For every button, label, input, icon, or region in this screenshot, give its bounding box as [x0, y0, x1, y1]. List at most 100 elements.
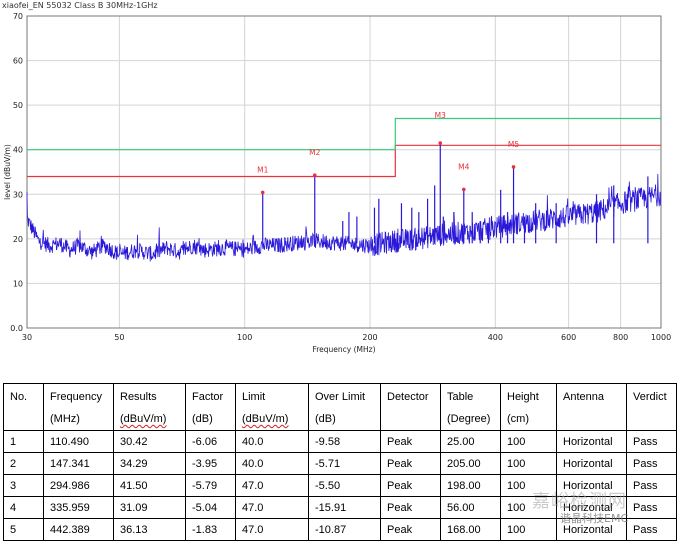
- unit-text: (dB): [192, 413, 213, 425]
- x-tick-label: 600: [561, 333, 576, 342]
- column-header-unit: [3, 408, 44, 431]
- x-tick-label: 30: [22, 333, 32, 342]
- marker-label: M5: [508, 140, 519, 149]
- chart-title: xiaofei_EN 55032 Class B 30MHz-1GHz: [2, 1, 158, 10]
- marker-point: [312, 173, 317, 177]
- table-cell: 36.13: [113, 518, 186, 541]
- table-header-units-row: (MHz) (dBuV/m) (dB) (dBuV/m) (dB) (Degree) (cm…: [3, 408, 677, 431]
- table-row: 4 335.959 31.09 -5.04 47.0 -15.91 Peak 56.00 100…: [3, 496, 677, 519]
- column-header: Table: [440, 383, 501, 408]
- x-tick-label: 800: [613, 333, 628, 342]
- table-cell: 110.490: [43, 430, 114, 453]
- table-cell: 34.29: [113, 452, 186, 475]
- table-cell: Peak: [380, 496, 441, 519]
- limit-line-qp: [27, 144, 661, 178]
- x-tick-label: 50: [114, 333, 124, 342]
- y-tick-label: 50: [13, 101, 23, 110]
- column-header-unit: (dB): [185, 408, 236, 431]
- table-cell: 4: [3, 496, 44, 519]
- limit-line-avg: [27, 117, 661, 151]
- table-cell: Pass: [626, 452, 677, 475]
- table-cell: -5.04: [185, 496, 236, 519]
- table-cell: 100: [500, 452, 557, 475]
- table-cell: 25.00: [440, 430, 501, 453]
- table-cell: 205.00: [440, 452, 501, 475]
- marker-point: [260, 190, 265, 195]
- unit-text: (dBuV/m): [242, 413, 289, 425]
- table-row: 2 147.341 34.29 -3.95 40.0 -5.71 Peak 205.00 100…: [3, 452, 677, 475]
- unit-text: (cm): [507, 413, 529, 425]
- table-cell: 100: [500, 496, 557, 519]
- y-axis-label: level (dBuV/m): [3, 144, 12, 200]
- table-cell: -5.79: [185, 474, 236, 497]
- column-header-unit: (dBuV/m): [235, 408, 309, 431]
- column-header: Results: [113, 383, 186, 408]
- table-cell: Pass: [626, 496, 677, 519]
- x-tick-label: 100: [237, 333, 252, 342]
- column-header-unit: [380, 408, 441, 431]
- table-cell: 100: [500, 474, 557, 497]
- table-cell: -5.71: [308, 452, 381, 475]
- table-cell: Peak: [380, 452, 441, 475]
- table-cell: 442.389: [43, 518, 114, 541]
- x-axis-label: Frequency (MHz): [312, 345, 375, 354]
- table-cell: -3.95: [185, 452, 236, 475]
- table-cell: -9.58: [308, 430, 381, 453]
- table-cell: Pass: [626, 474, 677, 497]
- x-tick-label: 200: [362, 333, 377, 342]
- table-cell: 41.50: [113, 474, 186, 497]
- chart-plot: 0.0 10 20 30 40 50 60 70 30 50 100 200 400 600 800 1000…: [3, 12, 671, 354]
- table-cell: 335.959: [43, 496, 114, 519]
- table-cell: Peak: [380, 474, 441, 497]
- table-cell: Peak: [380, 430, 441, 453]
- y-tick-label: 30: [13, 190, 23, 199]
- table-cell: 56.00: [440, 496, 501, 519]
- table-cell: 294.986: [43, 474, 114, 497]
- x-tick-label: 400: [488, 333, 503, 342]
- unit-text: (MHz): [50, 413, 80, 425]
- table-cell: Horizontal: [556, 430, 627, 453]
- column-header-unit: [556, 408, 627, 431]
- table-cell: 147.341: [43, 452, 114, 475]
- table-row: 1 110.490 30.42 -6.06 40.0 -9.58 Peak 25.00 100 H…: [3, 430, 677, 453]
- marker-label: M2: [309, 148, 320, 157]
- y-tick-label: 40: [13, 146, 23, 155]
- table-cell: 1: [3, 430, 44, 453]
- column-header: Limit: [235, 383, 309, 408]
- column-header-unit: [626, 408, 677, 431]
- marker-label: M1: [257, 165, 268, 174]
- column-header: Over Limit: [308, 383, 381, 408]
- y-tick-label: 10: [13, 279, 23, 288]
- column-header-unit: (MHz): [43, 408, 114, 431]
- table-cell: Pass: [626, 430, 677, 453]
- results-table: No. Frequency Results Factor Limit Over Limit…: [3, 383, 677, 541]
- table-cell: -5.50: [308, 474, 381, 497]
- table-cell: -15.91: [308, 496, 381, 519]
- table-cell: 168.00: [440, 518, 501, 541]
- marker-label: M3: [435, 111, 446, 120]
- table-cell: Horizontal: [556, 474, 627, 497]
- table-cell: Horizontal: [556, 452, 627, 475]
- column-header: Verdict: [626, 383, 677, 408]
- table-cell: Horizontal: [556, 518, 627, 541]
- table-cell: -1.83: [185, 518, 236, 541]
- table-row: 5 442.389 36.13 -1.83 47.0 -10.87 Peak 168.00 10…: [3, 518, 677, 541]
- table-cell: 31.09: [113, 496, 186, 519]
- y-tick-label: 0.0: [10, 324, 23, 333]
- table-header-row: No. Frequency Results Factor Limit Over Limit…: [3, 383, 677, 408]
- plot-border: [26, 15, 662, 329]
- column-header: No.: [3, 383, 44, 408]
- marker-point: [438, 141, 443, 145]
- y-tick-label: 70: [13, 12, 23, 21]
- table-cell: 100: [500, 430, 557, 453]
- marker-label: M4: [458, 162, 469, 171]
- table-cell: 40.0: [235, 452, 309, 475]
- y-tick-label: 20: [13, 235, 23, 244]
- y-tick-label: 60: [13, 57, 23, 66]
- table-cell: 2: [3, 452, 44, 475]
- column-header-unit: (Degree): [440, 408, 501, 431]
- table-cell: 47.0: [235, 474, 309, 497]
- emission-chart: xiaofei_EN 55032 Class B 30MHz-1GHz 0.0 1…: [2, 1, 671, 354]
- table-cell: 30.42: [113, 430, 186, 453]
- column-header: Frequency: [43, 383, 114, 408]
